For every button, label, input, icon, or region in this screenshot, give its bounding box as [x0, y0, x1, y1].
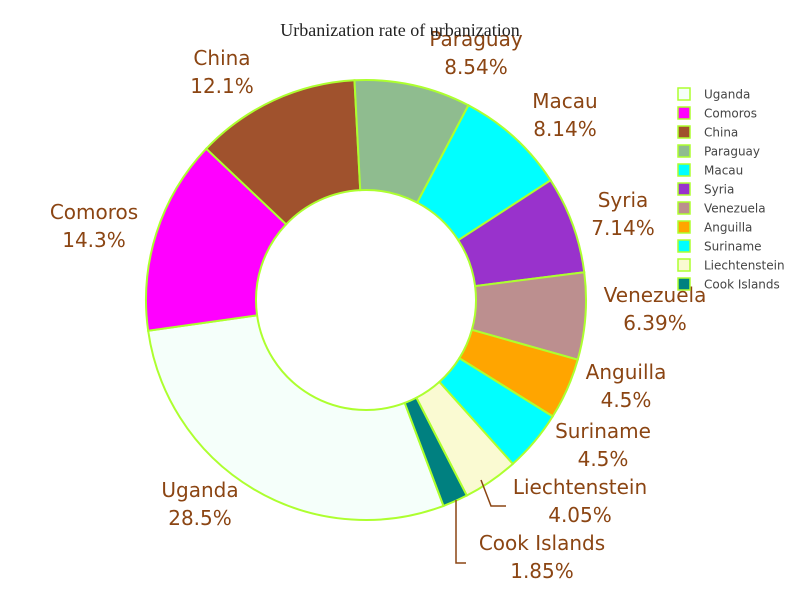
leader-line-liechtenstein: [480, 479, 506, 507]
legend-label: Paraguay: [704, 145, 760, 159]
legend-label: Uganda: [704, 88, 750, 102]
legend-label: Venezuela: [704, 202, 766, 216]
slice-percent-comoros: 14.3%: [62, 228, 126, 252]
slice-label-uganda: Uganda: [161, 478, 238, 502]
slice-label-paraguay: Paraguay: [429, 27, 523, 51]
leader-line-cook-islands: [455, 500, 466, 564]
slice-percent-venezuela: 6.39%: [623, 311, 687, 335]
slice-percent-syria: 7.14%: [591, 216, 655, 240]
slice-label-suriname: Suriname: [555, 419, 651, 443]
legend-label: Cook Islands: [704, 278, 780, 292]
legend-item-paraguay[interactable]: Paraguay: [677, 144, 760, 159]
slice-label-macau: Macau: [532, 89, 597, 113]
slice-cook-islands[interactable]: [403, 396, 469, 508]
legend-item-china[interactable]: China: [677, 125, 738, 140]
legend-label: Liechtenstein: [704, 259, 785, 273]
slice-percent-anguilla: 4.5%: [601, 388, 652, 412]
legend-label: Suriname: [704, 240, 762, 254]
slice-label-syria: Syria: [598, 188, 649, 212]
slice-percent-liechtenstein: 4.05%: [548, 503, 612, 527]
legend-swatch: [677, 239, 691, 253]
slice-label-china: China: [193, 46, 250, 70]
legend-swatch: [677, 277, 691, 291]
slice-percent-macau: 8.14%: [533, 117, 597, 141]
legend-label: Macau: [704, 164, 743, 178]
legend-swatch: [677, 87, 691, 101]
legend-swatch: [677, 163, 691, 177]
legend-item-cook-islands[interactable]: Cook Islands: [677, 277, 780, 292]
legend-swatch: [677, 144, 691, 158]
slice-percent-cook-islands: 1.85%: [510, 559, 574, 583]
legend-item-macau[interactable]: Macau: [677, 163, 743, 178]
slice-label-cook-islands: Cook Islands: [479, 531, 605, 555]
legend-item-venezuela[interactable]: Venezuela: [677, 201, 766, 216]
slice-percent-china: 12.1%: [190, 74, 254, 98]
slice-label-liechtenstein: Liechtenstein: [513, 475, 647, 499]
legend: Uganda Comoros China Paraguay Macau Syria Vene…: [677, 87, 785, 292]
legend-label: China: [704, 126, 738, 140]
slice-label-comoros: Comoros: [50, 200, 138, 224]
chart-title: Urbanization rate of urbanization: [280, 20, 520, 40]
legend-label: Comoros: [704, 107, 757, 121]
legend-label: Anguilla: [704, 221, 752, 235]
legend-item-liechtenstein[interactable]: Liechtenstein: [677, 258, 785, 273]
legend-item-anguilla[interactable]: Anguilla: [677, 220, 752, 235]
legend-swatch: [677, 258, 691, 272]
slice-uganda[interactable]: [147, 314, 445, 521]
slice-percent-uganda: 28.5%: [168, 506, 232, 530]
legend-swatch: [677, 182, 691, 196]
legend-item-comoros[interactable]: Comoros: [677, 106, 757, 121]
donut-slices: [145, 79, 587, 521]
slice-percent-paraguay: 8.54%: [444, 55, 508, 79]
slice-label-anguilla: Anguilla: [586, 360, 667, 384]
legend-item-syria[interactable]: Syria: [677, 182, 734, 197]
legend-swatch: [677, 106, 691, 120]
legend-swatch: [677, 125, 691, 139]
slice-percent-suriname: 4.5%: [578, 447, 629, 471]
legend-item-suriname[interactable]: Suriname: [677, 239, 762, 254]
legend-label: Syria: [704, 183, 734, 197]
slice-label-venezuela: Venezuela: [604, 283, 707, 307]
legend-item-uganda[interactable]: Uganda: [677, 87, 750, 102]
legend-swatch: [677, 201, 691, 215]
legend-swatch: [677, 220, 691, 234]
